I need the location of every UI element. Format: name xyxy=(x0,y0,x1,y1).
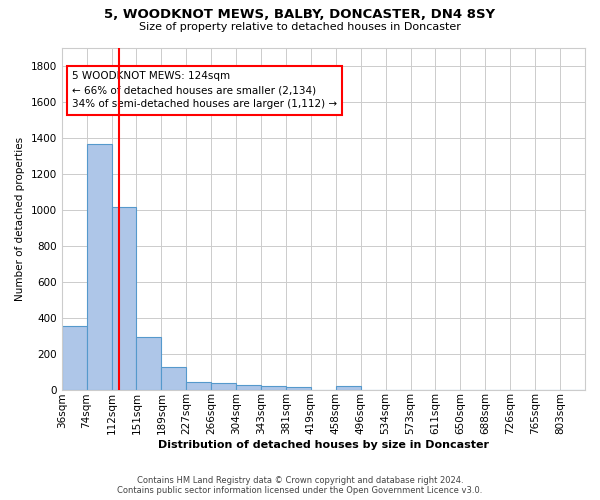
Bar xyxy=(186,382,211,390)
Y-axis label: Number of detached properties: Number of detached properties xyxy=(15,136,25,300)
Bar xyxy=(112,207,136,390)
Text: Contains HM Land Registry data © Crown copyright and database right 2024.
Contai: Contains HM Land Registry data © Crown c… xyxy=(118,476,482,495)
Text: 5, WOODKNOT MEWS, BALBY, DONCASTER, DN4 8SY: 5, WOODKNOT MEWS, BALBY, DONCASTER, DN4 … xyxy=(104,8,496,20)
Bar xyxy=(286,387,311,390)
Bar xyxy=(211,383,236,390)
Text: 5 WOODKNOT MEWS: 124sqm
← 66% of detached houses are smaller (2,134)
34% of semi: 5 WOODKNOT MEWS: 124sqm ← 66% of detache… xyxy=(72,72,337,110)
Bar xyxy=(336,386,361,390)
Bar xyxy=(261,386,286,390)
Bar xyxy=(236,385,261,390)
Bar xyxy=(136,338,161,390)
X-axis label: Distribution of detached houses by size in Doncaster: Distribution of detached houses by size … xyxy=(158,440,489,450)
Bar xyxy=(86,144,112,390)
Bar xyxy=(161,367,186,390)
Text: Size of property relative to detached houses in Doncaster: Size of property relative to detached ho… xyxy=(139,22,461,32)
Bar xyxy=(62,326,86,390)
